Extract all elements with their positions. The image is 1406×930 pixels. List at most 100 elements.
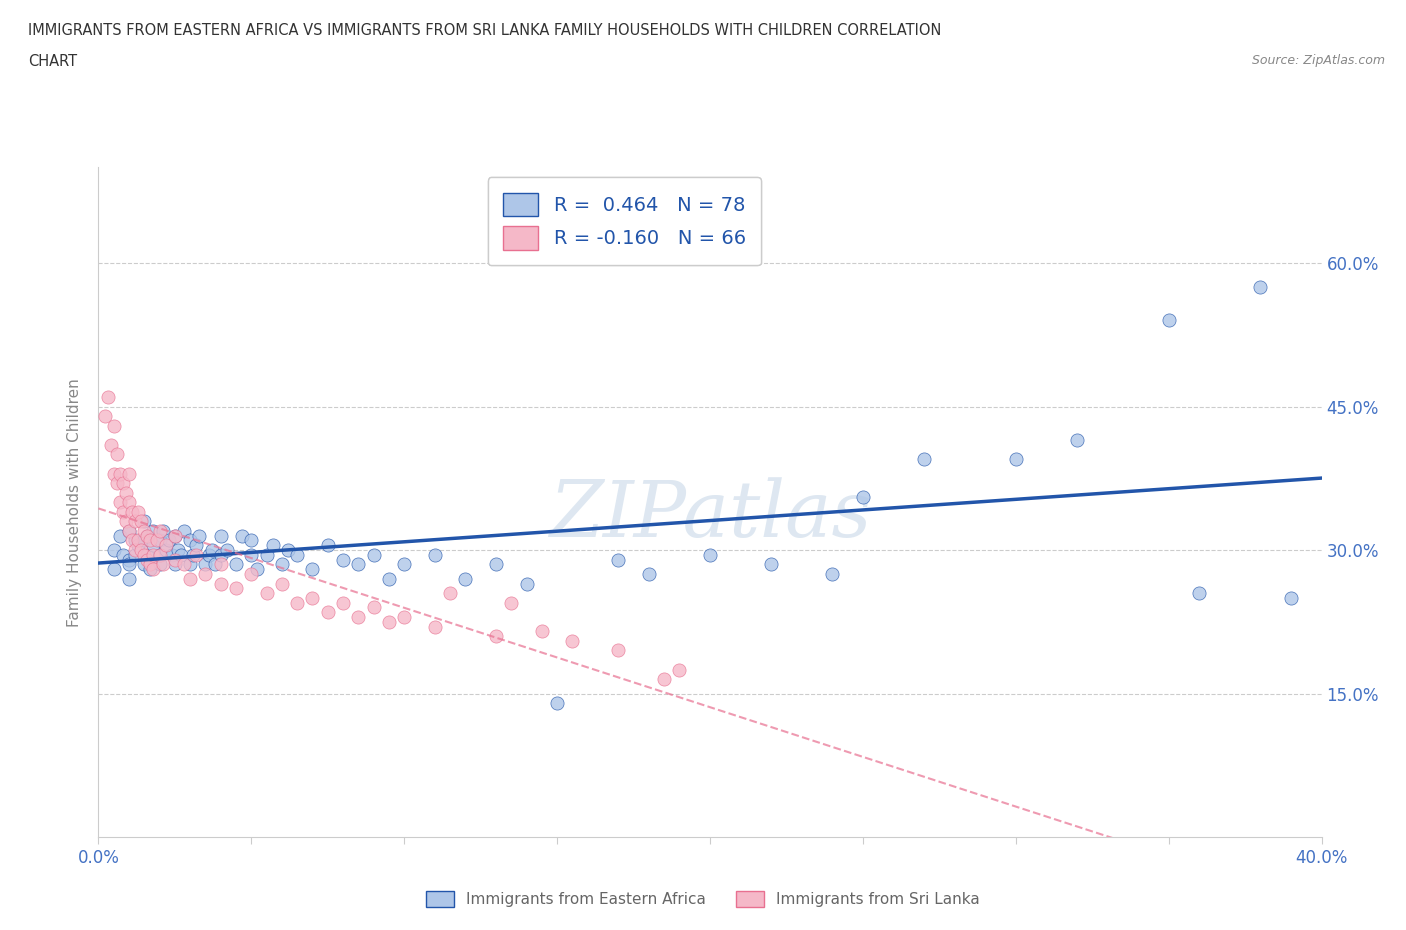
Point [179,557,201,572]
Point [912,452,935,467]
Point [127,504,149,519]
Point [149,533,172,548]
Point [439,586,461,601]
Legend: Immigrants from Eastern Africa, Immigrants from Sri Lanka: Immigrants from Eastern Africa, Immigran… [420,884,986,913]
Point [363,600,385,615]
Point [1249,280,1271,295]
Point [108,466,131,481]
Point [301,562,323,577]
Point [149,524,172,538]
Point [270,557,292,572]
Point [134,533,156,548]
Point [136,552,159,567]
Point [1066,432,1088,447]
Point [485,557,508,572]
Point [516,576,538,591]
Point [108,528,131,543]
Point [181,548,204,563]
Point [136,528,159,543]
Point [157,533,180,548]
Point [124,548,146,563]
Point [652,671,675,686]
Point [111,475,134,490]
Point [170,548,193,563]
Point [149,548,172,563]
Point [152,557,174,572]
Point [129,542,152,557]
Point [332,552,354,567]
Point [118,557,141,572]
Point [332,595,354,610]
Point [501,595,523,610]
Point [136,548,159,563]
Point [607,552,630,567]
Point [699,548,721,563]
Point [103,418,125,433]
Point [93,408,115,423]
Point [1004,452,1026,467]
Point [1188,586,1211,601]
Point [209,576,232,591]
Point [105,475,128,490]
Point [134,548,156,563]
Point [149,548,172,563]
Point [167,542,190,557]
Point [215,542,238,557]
Point [759,557,782,572]
Point [485,629,508,644]
Point [163,557,186,572]
Point [186,548,208,563]
Point [97,390,120,405]
Point [163,552,186,567]
Point [347,557,370,572]
Point [1157,313,1180,328]
Text: ZIPatlas: ZIPatlas [548,477,872,553]
Point [142,548,165,563]
Point [118,466,141,481]
Text: Source: ZipAtlas.com: Source: ZipAtlas.com [1251,54,1385,67]
Point [392,557,416,572]
Point [118,495,141,510]
Point [197,548,219,563]
Point [225,581,247,596]
Point [179,533,201,548]
Point [454,571,477,586]
Point [423,619,446,634]
Point [277,542,299,557]
Point [124,514,146,529]
Point [155,542,177,557]
Point [173,557,195,572]
Point [118,552,141,567]
Point [179,571,201,586]
Point [103,466,125,481]
Point [108,495,131,510]
Point [139,533,162,548]
Point [118,571,141,586]
Point [204,557,226,572]
Point [363,548,385,563]
Point [163,528,186,543]
Point [200,542,222,557]
Point [423,548,446,563]
Point [145,533,167,548]
Point [136,528,159,543]
Point [231,528,253,543]
Point [115,514,138,529]
Point [256,586,278,601]
Point [124,533,146,548]
Point [134,514,156,529]
Point [240,548,263,563]
Point [129,514,152,529]
Point [134,524,156,538]
Point [852,490,875,505]
Point [821,566,844,581]
Point [256,548,278,563]
Point [111,548,134,563]
Point [1279,591,1302,605]
Point [270,576,292,591]
Point [637,566,661,581]
Point [347,609,370,624]
Point [142,538,165,552]
Point [378,571,401,586]
Point [127,538,149,552]
